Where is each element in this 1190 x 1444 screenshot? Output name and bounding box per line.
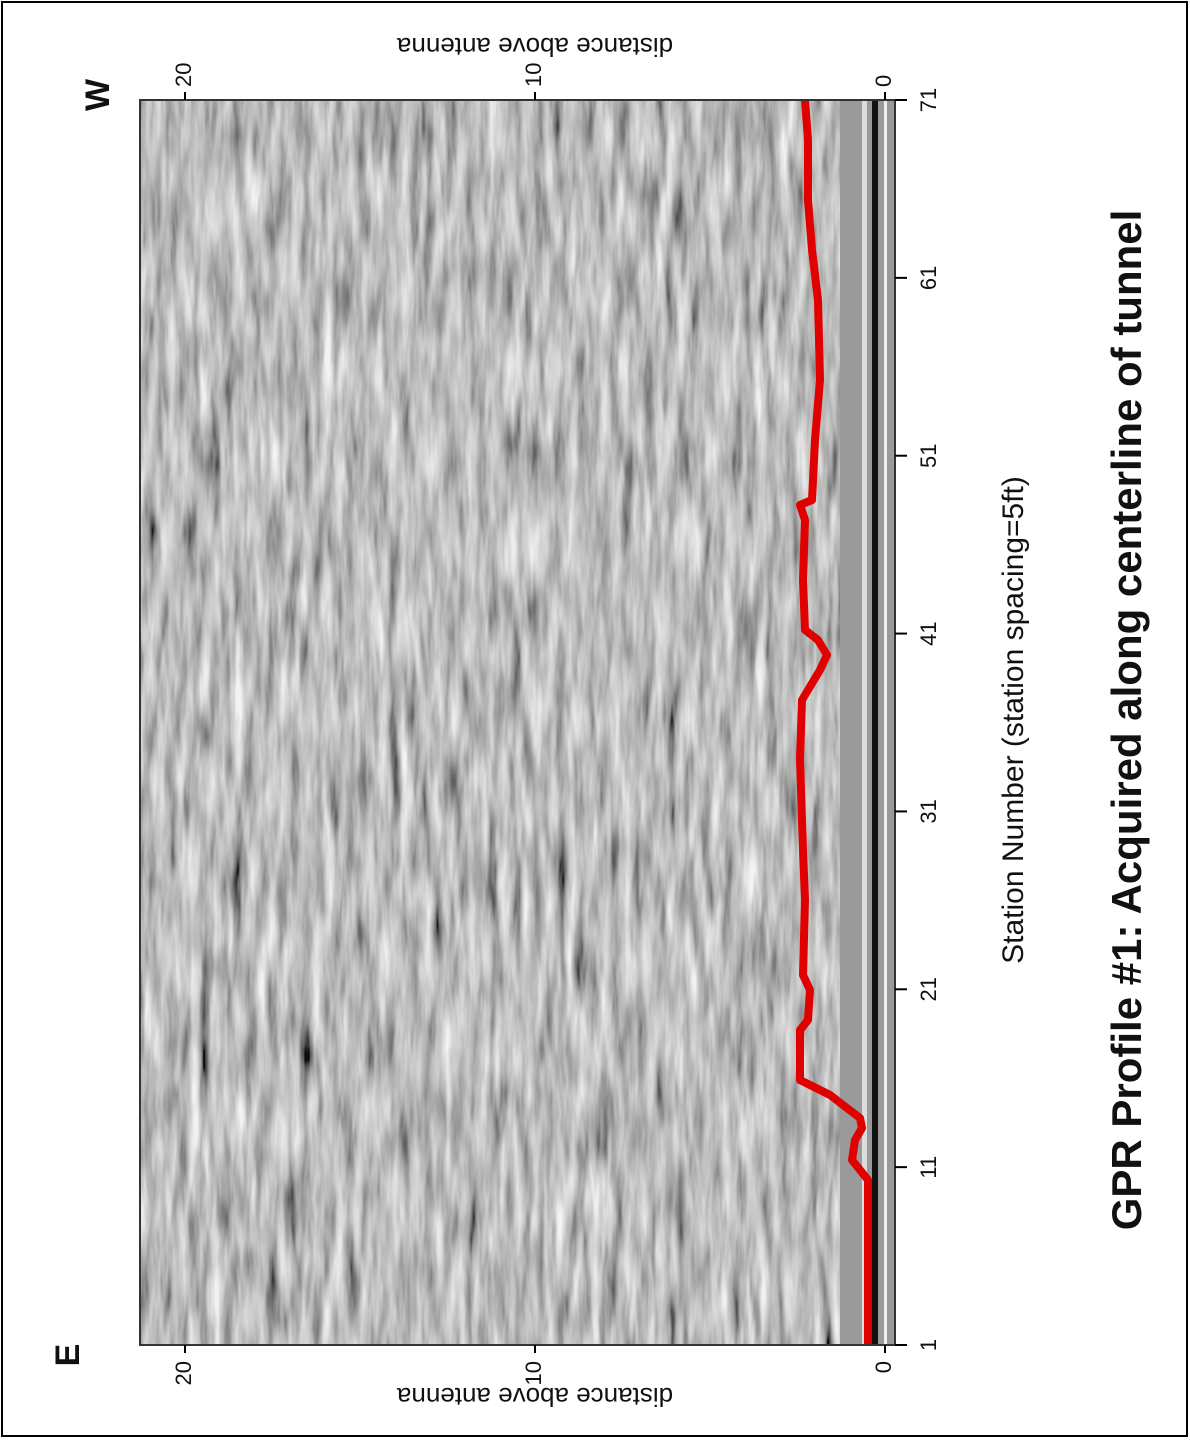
y-tick-label: 20 — [171, 1361, 196, 1385]
direct-wave-dark — [872, 100, 878, 1345]
x-tick-label: 51 — [916, 443, 941, 467]
x-tick-label: 61 — [916, 266, 941, 290]
figure: 1112131415161710010102020distance above … — [0, 0, 1190, 1439]
y2-tick-label: 0 — [871, 75, 896, 87]
y2-tick-label: 10 — [521, 63, 546, 87]
y2-tick-label: 20 — [171, 63, 196, 87]
y-axis-title: distance above antenna — [396, 1382, 673, 1412]
y-tick-label: 0 — [871, 1361, 896, 1373]
y-tick-label: 10 — [521, 1361, 546, 1385]
x-axis-title: Station Number (station spacing=5ft) — [997, 476, 1030, 964]
x-tick-label: 31 — [916, 799, 941, 823]
east-label: E — [49, 1344, 87, 1367]
x-tick-label: 21 — [916, 977, 941, 1001]
page: 1112131415161710010102020distance above … — [0, 0, 1190, 1439]
y2-axis-title: distance above antenna — [396, 32, 673, 62]
x-tick-label: 1 — [916, 1339, 941, 1351]
direct-wave-light — [862, 100, 867, 1345]
west-label: W — [79, 78, 117, 111]
x-tick-label: 11 — [916, 1156, 941, 1179]
direct-wave-light — [884, 100, 887, 1345]
x-tick-label: 71 — [916, 88, 941, 112]
radargram-noise — [140, 100, 840, 1345]
x-tick-label: 41 — [916, 621, 941, 645]
figure-title: GPR Profile #1: Acquired along centerlin… — [1103, 210, 1150, 1231]
